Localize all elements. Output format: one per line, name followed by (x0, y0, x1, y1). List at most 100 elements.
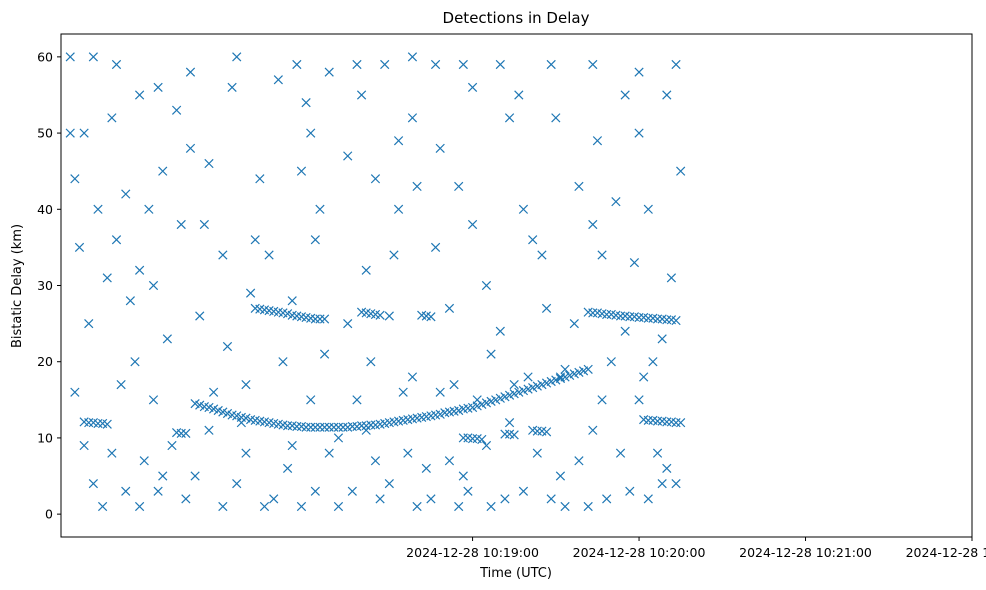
plot-frame (60, 33, 973, 538)
data-point (541, 303, 552, 313)
data-point (315, 204, 325, 214)
data-point (393, 204, 404, 214)
data-point (652, 314, 663, 324)
data-point (79, 440, 89, 451)
data-point (495, 326, 505, 336)
data-point (407, 372, 418, 382)
data-point (652, 448, 663, 458)
data-point (70, 387, 80, 397)
data-point (560, 364, 570, 374)
data-point (255, 174, 265, 184)
data-point (412, 181, 422, 192)
data-point (606, 357, 616, 367)
data-point (597, 395, 607, 405)
data-point (153, 82, 163, 92)
y-axis: 0 10 20 30 40 50 60 (37, 49, 61, 522)
data-point (292, 421, 302, 432)
data-point (102, 273, 112, 283)
data-point (167, 440, 177, 451)
x-axis: 2024-12-28 10:19:00 2024-12-28 10:20:00 20… (406, 537, 986, 560)
data-point (121, 486, 131, 496)
data-point (666, 273, 677, 283)
y-tick-label: 20 (37, 354, 53, 369)
data-point (269, 494, 279, 504)
data-point (116, 379, 126, 390)
data-point (588, 425, 598, 435)
data-point (602, 494, 612, 504)
data-point (130, 357, 140, 367)
data-point (625, 312, 635, 322)
data-point (204, 158, 214, 169)
data-point (171, 105, 182, 115)
data-point (347, 486, 357, 496)
data-point (343, 151, 353, 161)
data-point (107, 113, 117, 123)
data-point (532, 426, 542, 436)
data-point (555, 372, 566, 382)
data-point (444, 456, 455, 466)
data-point (134, 501, 145, 512)
data-point (486, 349, 496, 359)
y-tick-label: 30 (37, 278, 53, 293)
data-point (467, 82, 478, 92)
x-tick-label: 2024-12-28 10:22:00 (906, 545, 986, 560)
data-point (463, 486, 473, 496)
data-point (657, 479, 667, 489)
data-point (528, 235, 538, 245)
data-point (583, 364, 593, 374)
data-point (352, 395, 362, 405)
data-point (301, 97, 311, 108)
data-point (227, 82, 237, 92)
data-point (676, 166, 686, 176)
data-point (467, 219, 478, 230)
data-point (287, 440, 297, 451)
y-tick-label: 0 (45, 507, 53, 522)
data-point (310, 422, 320, 432)
data-point (352, 59, 362, 70)
y-tick-label: 50 (37, 126, 53, 141)
data-point (310, 314, 320, 324)
data-point (671, 479, 681, 489)
data-point (555, 471, 566, 481)
data-point (273, 75, 283, 85)
data-point (652, 416, 663, 426)
data-point (602, 309, 612, 320)
data-point (181, 494, 191, 504)
data-point (657, 334, 667, 344)
data-point (430, 242, 441, 253)
data-point (292, 59, 302, 70)
data-point (407, 52, 418, 62)
data-point (504, 418, 515, 428)
data-point (477, 434, 487, 445)
series-scattered (65, 52, 686, 512)
data-point (393, 136, 404, 146)
chart-title: Detections in Delay (443, 9, 590, 27)
data-point (278, 357, 288, 367)
data-point (541, 427, 552, 437)
data-point (287, 296, 297, 306)
data-point (185, 143, 196, 153)
data-point (597, 250, 607, 260)
data-point (375, 494, 385, 504)
data-point (639, 372, 649, 382)
data-point (361, 265, 371, 275)
data-point (88, 52, 98, 62)
data-point (615, 311, 626, 321)
data-point (634, 128, 644, 138)
data-point (634, 395, 644, 405)
data-point (643, 415, 653, 426)
data-point (306, 395, 316, 405)
data-point (643, 204, 653, 214)
data-point (319, 349, 330, 359)
data-point (218, 501, 228, 512)
data-point (676, 418, 686, 428)
data-point (185, 67, 196, 77)
data-point (634, 312, 644, 323)
data-point (296, 166, 307, 176)
data-point (444, 303, 455, 313)
data-point (74, 242, 85, 253)
data-point (671, 315, 681, 326)
data-point (574, 181, 584, 192)
data-point (65, 128, 75, 138)
